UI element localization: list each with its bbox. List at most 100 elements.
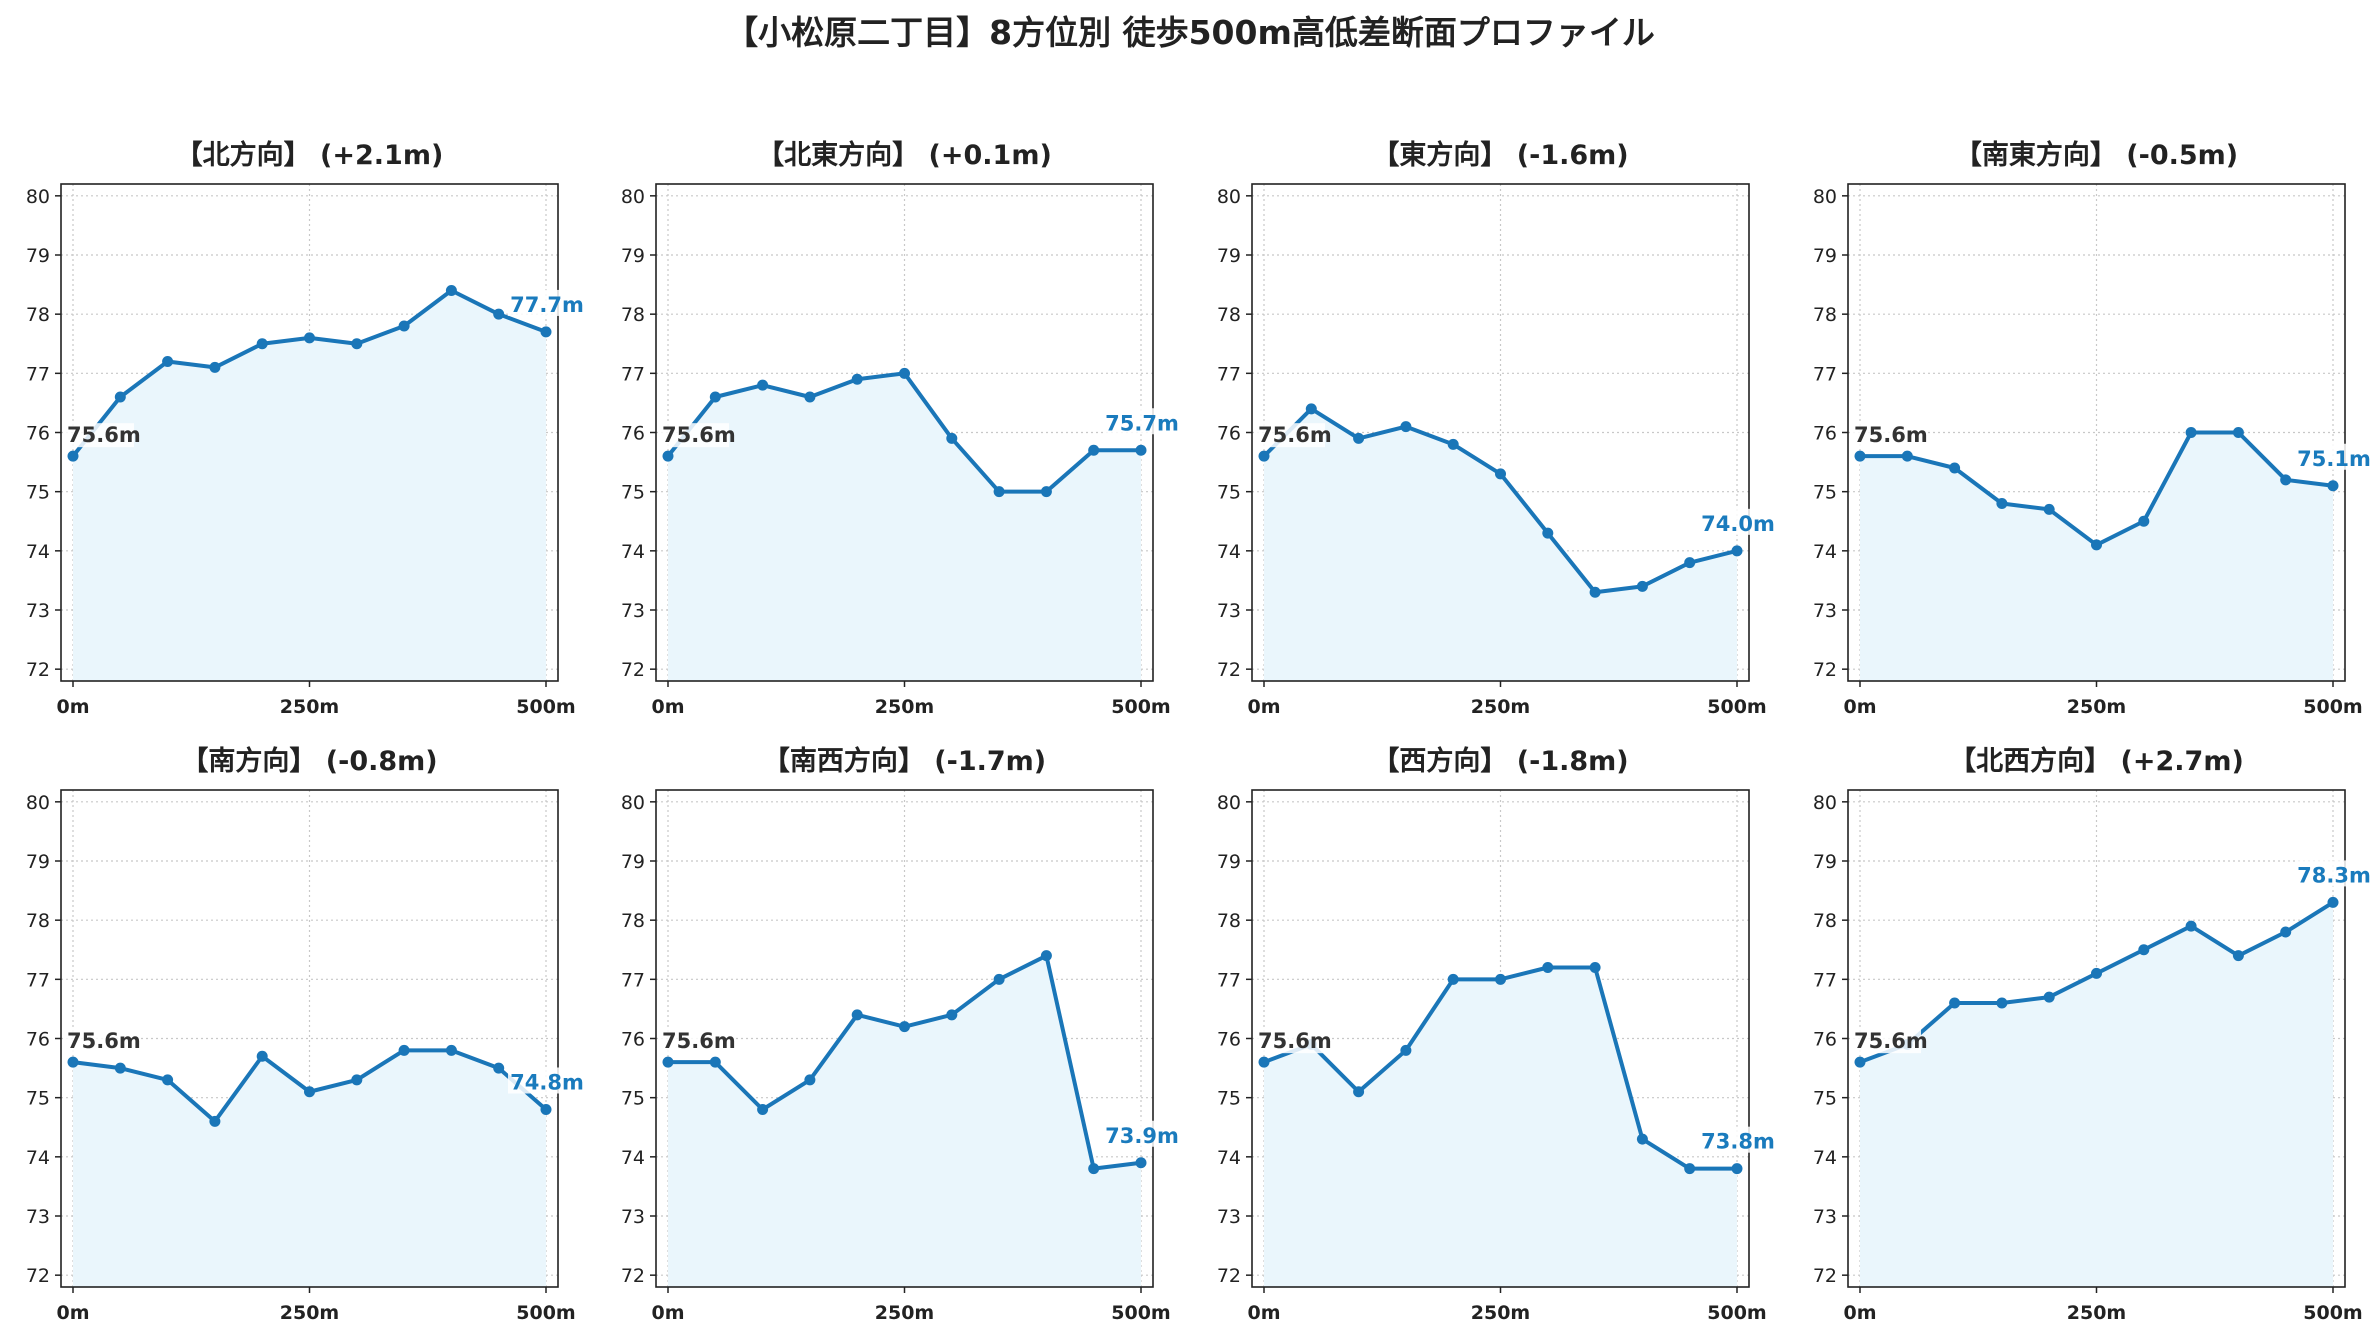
y-tick-label: 79: [1217, 245, 1241, 267]
elevation-area: [1860, 432, 2333, 681]
start-label-bg: [1257, 423, 1325, 448]
y-tick-label: 80: [1217, 186, 1241, 208]
y-tick-label: 77: [26, 363, 50, 385]
data-point: [1447, 973, 1459, 985]
data-point: [1495, 468, 1506, 480]
start-label-bg: [66, 1029, 134, 1054]
panel-0: 【北方向】 (+2.1m) 72 73 74 75 76 77 78 79 80 0m 250m 500…: [26, 139, 586, 718]
data-point: [398, 1044, 410, 1056]
panel-1: 【北東方向】 (+0.1m) 72 73 74 75 76 77 78 79 80 0m 250m 50…: [621, 139, 1181, 718]
data-point: [2091, 539, 2102, 551]
y-tick-label: 75: [621, 482, 645, 504]
x-tick-label: 0m: [1843, 696, 1876, 718]
x-tick-label: 0m: [56, 696, 89, 718]
data-point: [114, 1062, 126, 1074]
end-label: 73.8m: [1701, 1130, 1775, 1154]
y-tick-label: 74: [1813, 1147, 1837, 1169]
start-label-bg: [1257, 1029, 1325, 1054]
panel-title: 【東方向】 (-1.6m): [1372, 139, 1628, 171]
y-tick-label: 77: [1813, 363, 1837, 385]
x-tick-label: 250m: [875, 1302, 934, 1324]
y-tick-label: 79: [1217, 851, 1241, 873]
y-tick-label: 72: [1813, 659, 1837, 681]
data-point: [2138, 515, 2150, 527]
y-tick-label: 78: [26, 910, 50, 932]
elevation-area: [1860, 902, 2333, 1287]
end-label: 73.9m: [1105, 1124, 1179, 1148]
y-tick-label: 75: [1813, 482, 1837, 504]
end-label: 75.1m: [2297, 447, 2371, 471]
data-point: [256, 338, 268, 350]
y-tick-label: 79: [26, 851, 50, 873]
y-tick-label: 73: [621, 1206, 645, 1228]
data-point: [540, 326, 552, 338]
x-tick-label: 500m: [2303, 1302, 2362, 1324]
y-tick-label: 77: [1217, 363, 1241, 385]
x-tick-label: 250m: [280, 696, 339, 718]
y-tick-label: 74: [621, 541, 645, 563]
data-point: [67, 450, 79, 462]
y-tick-label: 80: [1813, 792, 1837, 814]
data-point: [162, 356, 174, 367]
data-point: [1088, 444, 1100, 456]
data-point: [899, 1021, 910, 1033]
data-point: [445, 285, 457, 296]
data-point: [1258, 450, 1270, 462]
end-label-bg: [1699, 508, 1777, 535]
y-tick-label: 75: [1217, 1088, 1241, 1110]
y-tick-label: 73: [621, 600, 645, 622]
x-tick-label: 500m: [2303, 696, 2362, 718]
data-point: [709, 1056, 721, 1068]
y-tick-label: 75: [621, 1088, 645, 1110]
y-tick-label: 75: [1217, 482, 1241, 504]
data-point: [1400, 1044, 1412, 1056]
elevation-area: [668, 955, 1141, 1287]
data-point: [1447, 438, 1459, 450]
start-label: 75.6m: [1854, 423, 1928, 447]
data-point: [2280, 926, 2292, 938]
y-tick-label: 72: [1813, 1265, 1837, 1287]
data-point: [709, 391, 721, 403]
panel-7: 【北西方向】 (+2.7m) 72 73 74 75 76 77 78 79 80 0m 250m 50…: [1813, 745, 2373, 1324]
x-tick-label: 500m: [1707, 696, 1766, 718]
data-point: [304, 1086, 315, 1098]
data-point: [1305, 403, 1317, 415]
data-point: [1684, 557, 1696, 569]
y-tick-label: 73: [26, 600, 50, 622]
end-label-bg: [508, 289, 586, 316]
data-point: [804, 391, 816, 403]
y-tick-label: 73: [1813, 600, 1837, 622]
end-label-bg: [2295, 860, 2373, 887]
panel-title: 【南方向】 (-0.8m): [181, 745, 437, 777]
y-tick-label: 74: [26, 1147, 50, 1169]
data-point: [540, 1104, 552, 1115]
y-tick-label: 76: [621, 1029, 645, 1051]
data-point: [493, 1062, 505, 1074]
panel-title: 【西方向】 (-1.8m): [1372, 745, 1628, 777]
x-tick-label: 500m: [1707, 1302, 1766, 1324]
end-label: 78.3m: [2297, 863, 2371, 887]
y-tick-label: 72: [1217, 1265, 1241, 1287]
data-point: [1949, 997, 1961, 1009]
panel-6: 【西方向】 (-1.8m) 72 73 74 75 76 77 78 79 80 0m 250m 500…: [1217, 745, 1777, 1324]
data-point: [1854, 1056, 1866, 1068]
y-tick-label: 72: [621, 1265, 645, 1287]
x-tick-label: 0m: [56, 1302, 89, 1324]
y-tick-label: 79: [621, 851, 645, 873]
x-tick-label: 500m: [1111, 696, 1170, 718]
y-tick-label: 79: [1813, 245, 1837, 267]
data-point: [1135, 444, 1147, 456]
data-point: [67, 1056, 79, 1068]
y-tick-label: 77: [621, 969, 645, 991]
y-tick-label: 75: [26, 482, 50, 504]
data-point: [1731, 545, 1743, 557]
y-tick-label: 77: [621, 363, 645, 385]
y-tick-label: 76: [1813, 1029, 1837, 1051]
x-tick-label: 0m: [1247, 696, 1280, 718]
y-tick-label: 73: [26, 1206, 50, 1228]
data-point: [757, 379, 769, 391]
data-point: [804, 1074, 816, 1086]
y-tick-label: 80: [26, 792, 50, 814]
end-label-bg: [2295, 443, 2373, 470]
start-label: 75.6m: [662, 423, 736, 447]
